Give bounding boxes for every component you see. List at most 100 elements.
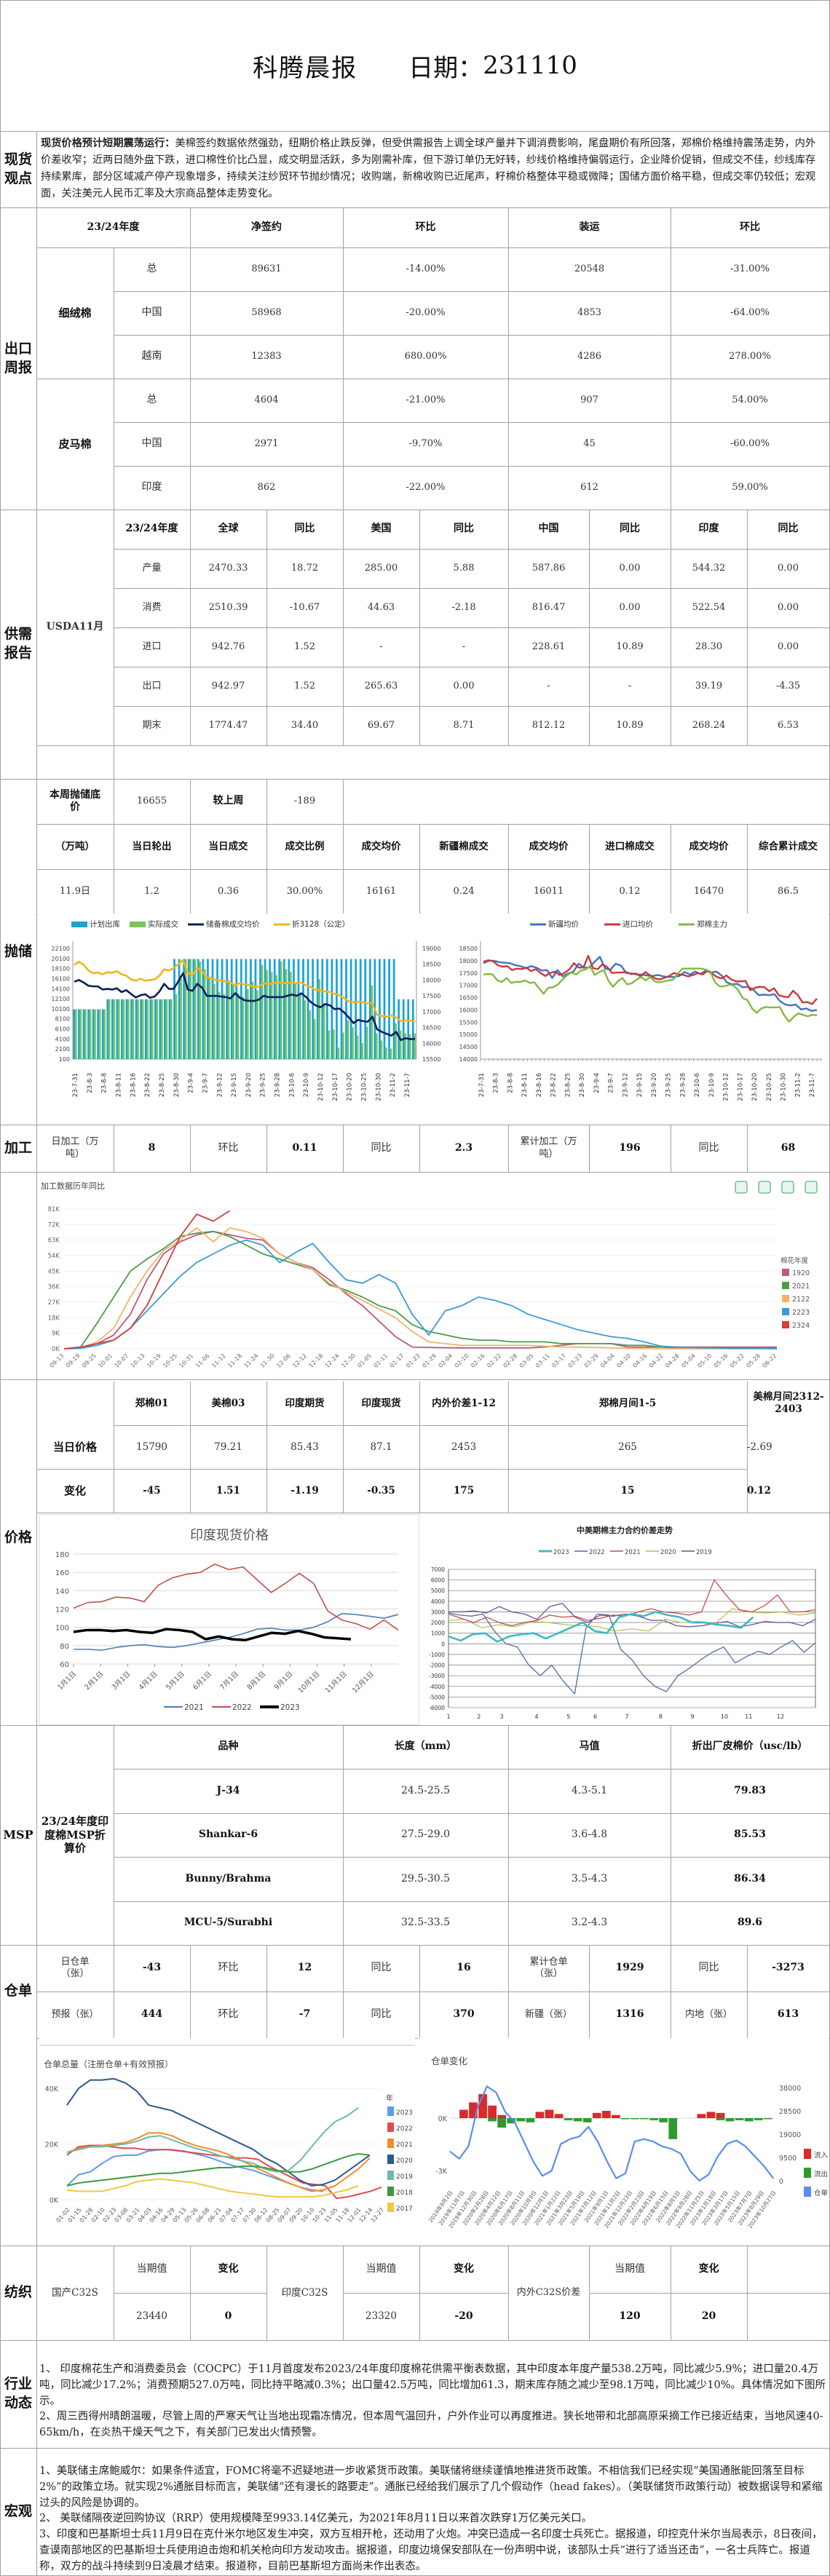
reserve-legend-item: 计划出库 — [90, 919, 120, 929]
msp-variety: J-34 — [216, 1784, 240, 1796]
textile-col-change: 变化 — [218, 2262, 239, 2275]
spot-x-tick: 23-8-3 — [493, 1073, 500, 1093]
outflow-bar — [631, 2118, 639, 2120]
export-group-label: 皮马棉 — [58, 437, 92, 451]
processing-legend-swatch — [782, 1269, 789, 1276]
section-export-weekly: 出口周报 — [4, 340, 33, 376]
processing-x-tick: 12-12 — [291, 1352, 308, 1369]
actual-bar — [122, 999, 125, 1059]
sd-cell: 18.72 — [290, 562, 319, 574]
grid-line — [508, 2246, 509, 2340]
processing-cell: 同比 — [371, 1141, 392, 1154]
textile-col-change: 变化 — [454, 2262, 474, 2275]
actual-bar — [113, 999, 116, 1059]
warehouse-cell: 370 — [453, 2008, 475, 2021]
planned-bar — [250, 959, 252, 1059]
grid-line — [0, 1725, 830, 1726]
actual-bar — [395, 1023, 397, 1059]
grid-line — [589, 824, 590, 914]
planned-bar — [364, 959, 367, 1059]
msp-header: 长度（mm） — [394, 1740, 457, 1753]
processing-x-tick: 02-28 — [502, 1352, 519, 1369]
processing-legend-item: 2122 — [792, 1296, 810, 1304]
processing-x-tick: 05-16 — [713, 1352, 730, 1369]
actual-bar — [280, 961, 282, 1059]
outflow-bar — [725, 2118, 735, 2122]
actual-bar — [347, 1020, 349, 1059]
processing-x-tick: 04-22 — [648, 1352, 665, 1369]
grid-line — [0, 131, 830, 132]
sd-header: 美国 — [371, 523, 392, 535]
spot-x-tick: 23-9-15 — [636, 1073, 644, 1097]
actual-bar — [165, 999, 168, 1059]
spot-x-tick: 23-9-28 — [679, 1073, 687, 1097]
actual-bar — [103, 1009, 106, 1059]
planned-bar — [221, 959, 224, 1059]
actual-bar — [365, 1026, 368, 1059]
actual-bar — [313, 1018, 316, 1059]
grid-line — [508, 824, 509, 914]
spot-x-tick: 23-8-16 — [536, 1073, 543, 1097]
inflow-bar — [601, 2110, 611, 2118]
select-icon[interactable] — [781, 1181, 794, 1194]
warehouse-y-tick: 40K — [45, 2085, 59, 2093]
price-cell: 85.43 — [290, 1440, 319, 1453]
sd-header: 同比 — [778, 523, 799, 535]
spread-y-tick: -3000 — [429, 1673, 445, 1679]
msp-cell: 3.5-4.3 — [571, 1872, 608, 1885]
warehouse-total-chart: 仓单总量（注册仓单+有效预报） 0K 20K 40K 01-02 01-15 01-28 02… — [39, 2038, 415, 2246]
inflow-bar — [612, 2115, 620, 2118]
spread-2022-line — [448, 1612, 816, 1695]
reserve-x-tick: 23-8-22 — [144, 1073, 151, 1097]
processing-x-tick: 02-10 — [454, 1352, 470, 1369]
warehouse-cell: 环比 — [218, 1962, 239, 1974]
sd-cell: 2510.39 — [208, 601, 248, 613]
textile-domestic-current: 23440 — [136, 2310, 167, 2323]
spot-view-headline: 现货价格预计短期震荡运行： — [41, 138, 175, 149]
actual-bar — [127, 999, 130, 1059]
actual-bar — [156, 999, 159, 1059]
grid-line — [343, 824, 344, 914]
processing-cell: 累计加工（万吨） — [520, 1136, 577, 1160]
planned-bar — [383, 959, 386, 1059]
planned-bar — [187, 959, 190, 1059]
chart-type-icon[interactable] — [735, 1181, 748, 1194]
planned-bar — [178, 959, 181, 1059]
msp-cell: 27.5-29.0 — [400, 1828, 451, 1841]
export-header: 装运 — [579, 221, 600, 233]
export-cell: 45 — [583, 437, 596, 449]
sd-cell: 2470.33 — [208, 562, 248, 574]
reserve-y-right-tick: 18000 — [422, 977, 440, 983]
planned-bar — [73, 1009, 76, 1059]
spread-x-tick: 4 — [534, 1713, 538, 1720]
zoom-icon[interactable] — [758, 1181, 771, 1194]
spread-y-tick: 4000 — [431, 1598, 445, 1605]
menu-icon[interactable] — [805, 1181, 818, 1194]
spot-view-text: 现货价格预计短期震荡运行：美棉签约数据依然强劲，纽期价格止跌反弹，但受供需报告上… — [41, 135, 826, 202]
processing-legend-swatch — [782, 1321, 789, 1328]
actual-bar — [251, 981, 254, 1059]
grid-line — [36, 131, 37, 2576]
reserve-header: 成交比例 — [285, 840, 325, 852]
grid-line — [0, 0, 830, 1]
grid-line — [114, 745, 830, 746]
planned-bar — [230, 959, 233, 1059]
wh-change-legend-swatch — [804, 2187, 811, 2197]
spot-x-tick: 23-7-31 — [478, 1073, 486, 1097]
section-supply-demand: 供需报告 — [4, 626, 33, 661]
planned-bar — [144, 999, 147, 1059]
spot-x-tick: 23-11-7 — [809, 1073, 816, 1097]
warehouse-cell: 环比 — [218, 2008, 239, 2021]
export-row-label: 中国 — [141, 437, 162, 450]
wh-change-y-right-tick: 38000 — [779, 2085, 801, 2093]
planned-bar — [331, 959, 333, 1059]
actual-bar — [237, 993, 240, 1059]
reserve-x-tick: 23-10-20 — [347, 1073, 354, 1101]
planned-bar — [87, 1009, 90, 1059]
inflow-bar — [592, 2112, 601, 2118]
spread-y-tick: 0 — [441, 1641, 445, 1647]
inflow-bar — [706, 2112, 716, 2118]
actual-bar — [275, 975, 278, 1059]
reserve-x-tick: 23-10-30 — [375, 1073, 382, 1101]
processing-x-tick: 12-30 — [340, 1352, 357, 1369]
